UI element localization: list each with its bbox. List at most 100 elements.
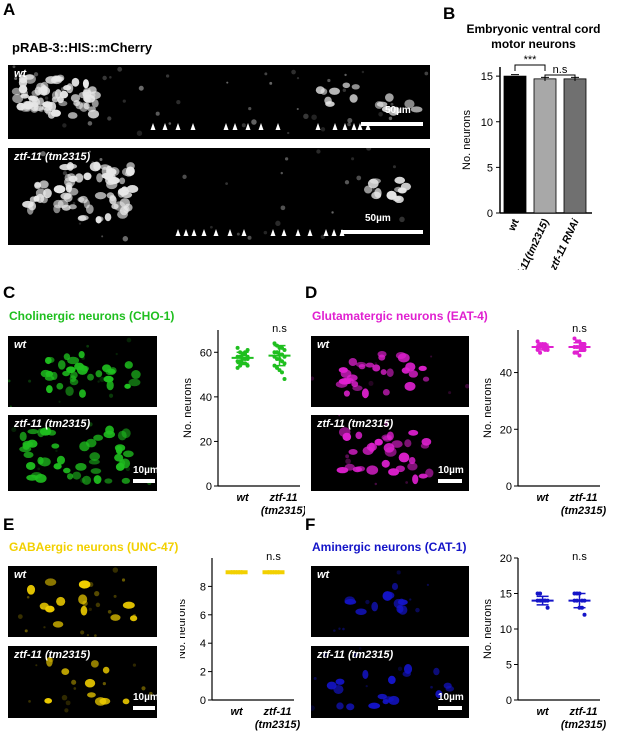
y-tick-label: 0 <box>506 481 512 493</box>
background-speck <box>365 684 368 688</box>
background-speck <box>356 175 362 181</box>
nucleus <box>364 185 373 194</box>
x-tick-label: (tm2315) <box>561 505 607 517</box>
nucleus <box>25 461 36 470</box>
nucleus <box>26 584 36 595</box>
background-speck <box>62 171 67 176</box>
significance-label: n.s <box>272 323 287 335</box>
nucleus <box>408 370 419 378</box>
y-tick-label: 10 <box>481 117 493 129</box>
nucleus <box>129 615 138 622</box>
background-speck <box>94 591 100 597</box>
background-speck <box>80 630 85 635</box>
nucleus <box>124 361 133 369</box>
nucleus <box>91 99 99 108</box>
nucleus <box>38 457 51 467</box>
background-speck <box>94 634 97 637</box>
arrowhead-marker <box>227 229 233 236</box>
nucleus <box>103 430 116 439</box>
nucleus <box>44 578 57 586</box>
nucleus <box>51 443 60 449</box>
nucleus <box>124 203 133 212</box>
background-speck <box>99 376 105 383</box>
background-speck <box>60 87 65 91</box>
background-speck <box>102 75 107 81</box>
background-speck <box>71 679 77 685</box>
nucleus <box>66 161 74 171</box>
nucleus <box>43 427 52 436</box>
nucleus <box>46 356 55 364</box>
nucleus <box>72 471 82 480</box>
nucleus <box>21 101 32 111</box>
nucleus <box>105 175 116 186</box>
background-speck <box>351 157 355 161</box>
x-tick-label: ztf-11 <box>569 492 598 504</box>
nucleus <box>121 477 131 484</box>
background-speck <box>397 666 403 671</box>
panel-letter-f: F <box>305 515 316 534</box>
background-speck <box>225 182 228 185</box>
background-speck <box>95 602 101 608</box>
nucleus <box>54 76 64 82</box>
y-tick-label: 2 <box>200 667 206 679</box>
background-speck <box>347 118 353 124</box>
background-speck <box>368 380 374 386</box>
nucleus <box>56 596 66 606</box>
scale-label: 50µm <box>385 105 411 116</box>
data-point <box>282 361 287 366</box>
background-speck <box>264 72 268 76</box>
nucleus <box>404 381 416 391</box>
background-speck <box>9 405 12 407</box>
nucleus <box>82 79 89 89</box>
nucleus <box>27 429 39 435</box>
background-speck <box>121 578 126 582</box>
y-tick-label: 5 <box>506 660 512 672</box>
background-speck <box>392 165 396 169</box>
genotype-label: wt <box>14 339 27 351</box>
background-speck <box>378 112 383 117</box>
background-speck <box>24 629 28 633</box>
nucleus <box>368 702 381 709</box>
background-speck <box>40 607 44 610</box>
background-speck <box>465 383 469 389</box>
nucleus <box>87 109 100 119</box>
background-speck <box>415 607 420 613</box>
nucleus <box>26 439 38 448</box>
nucleus <box>342 82 351 89</box>
nucleus <box>126 185 139 193</box>
background-speck <box>65 700 71 706</box>
nucleus <box>372 364 381 372</box>
nucleus <box>407 462 418 471</box>
significance-label: n.s <box>553 64 568 76</box>
chart-e: 0 2 4 6 8 No. neurons wt ztf-11(tm2315) n.s <box>180 551 300 731</box>
nucleus <box>93 161 101 171</box>
arrowhead-marker <box>323 229 329 236</box>
background-speck <box>165 74 170 78</box>
y-tick-label: 10 <box>500 624 512 636</box>
nucleus <box>24 74 35 80</box>
nucleus <box>109 194 116 202</box>
background-speck <box>149 466 153 470</box>
nucleus <box>346 703 355 711</box>
nucleus <box>366 465 379 475</box>
nucleus <box>102 666 110 674</box>
scale-bar <box>438 706 462 710</box>
nucleus <box>53 185 66 194</box>
background-speck <box>113 594 117 598</box>
nucleus <box>355 361 367 368</box>
nucleus <box>329 87 340 95</box>
nucleus <box>348 448 358 455</box>
y-tick-label: 0 <box>206 481 212 493</box>
nucleus <box>93 475 102 484</box>
nucleus <box>56 382 64 390</box>
background-speck <box>126 337 132 343</box>
nucleus <box>90 660 99 668</box>
background-speck <box>296 76 300 80</box>
nucleus <box>336 702 344 710</box>
genotype-label: wt <box>317 339 330 351</box>
nucleus <box>87 692 96 698</box>
micrograph-f-mutant: ztf-11 (tm2315) 10µm <box>311 646 469 718</box>
background-speck <box>64 708 69 713</box>
background-speck <box>45 109 52 115</box>
